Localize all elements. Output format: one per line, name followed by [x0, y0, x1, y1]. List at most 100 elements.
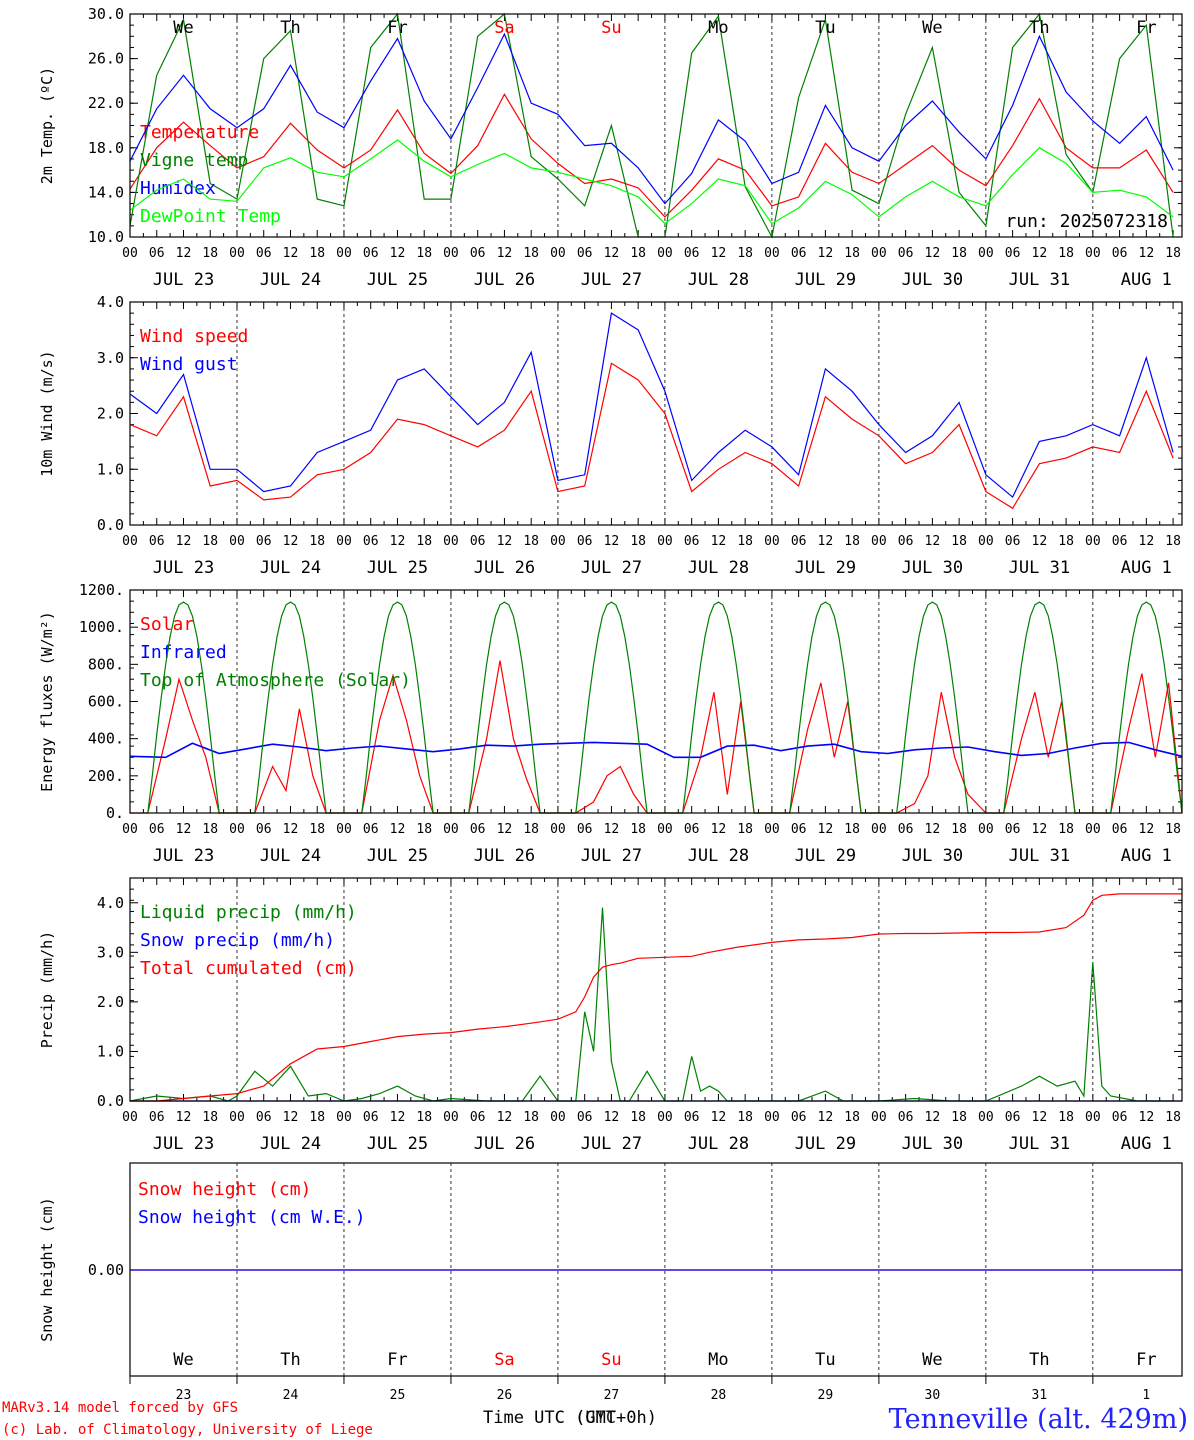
x-hour-label: 12: [390, 534, 406, 549]
y-tick-label: 4.0: [97, 293, 124, 311]
x-hour-label: 06: [1005, 534, 1021, 549]
y-axis-label: 2m Temp. (ºC): [38, 67, 56, 184]
x-date-label: JUL 27: [581, 1134, 642, 1154]
x-hour-label: 18: [523, 1110, 539, 1125]
x-hour-label: 12: [497, 246, 513, 261]
x-hour-label: 18: [523, 534, 539, 549]
x-hour-label: 06: [1005, 822, 1021, 837]
x-hour-label: 00: [978, 246, 994, 261]
x-hour-label: 00: [978, 534, 994, 549]
x-date-label: JUL 31: [1009, 846, 1070, 866]
x-date-label: JUL 28: [688, 270, 749, 290]
x-hour-label: 18: [630, 1110, 646, 1125]
x-date-label: JUL 24: [260, 558, 321, 578]
x-hour-label: 18: [309, 1110, 325, 1125]
x-hour-label: 18: [1058, 1110, 1074, 1125]
y-tick-label: 22.0: [88, 94, 124, 112]
x-hour-label: 18: [737, 534, 753, 549]
legend-entry: Liquid precip (mm/h): [140, 902, 357, 923]
x-hour-label: 18: [1058, 822, 1074, 837]
x-date-label: JUL 27: [581, 270, 642, 290]
x-hour-label: 18: [416, 534, 432, 549]
x-hour-label: 12: [604, 822, 620, 837]
y-axis-label: Snow height (cm): [38, 1197, 56, 1342]
y-tick-label: 1000.: [79, 618, 124, 636]
legend-entry: Temperature: [140, 122, 259, 143]
x-hour-label: 18: [844, 822, 860, 837]
x-date-label: JUL 27: [581, 558, 642, 578]
x-hour-label: 18: [202, 246, 218, 261]
x-hour-label: 18: [844, 1110, 860, 1125]
x-hour-label: 00: [764, 822, 780, 837]
legend-entry: Vigne temp: [140, 150, 248, 171]
legend-entry: Infrared: [140, 642, 227, 663]
x-hour-label: 12: [925, 1110, 941, 1125]
x-hour-label: 00: [336, 1110, 352, 1125]
x-hour-label: 00: [871, 246, 887, 261]
y-axis-label: Precip (mm/h): [38, 931, 56, 1048]
x-day-number: 23: [176, 1388, 192, 1403]
x-date-label: JUL 28: [688, 1134, 749, 1154]
x-hour-label: 00: [764, 246, 780, 261]
x-hour-label: 06: [1005, 1110, 1021, 1125]
x-hour-label: 00: [1085, 534, 1101, 549]
x-hour-label: 12: [283, 534, 299, 549]
x-hour-label: 06: [791, 246, 807, 261]
day-name: Tu: [815, 1350, 835, 1370]
x-day-number: 29: [818, 1388, 834, 1403]
x-date-label: JUL 24: [260, 846, 321, 866]
x-hour-label: 12: [1139, 822, 1155, 837]
panel-3: 0. 200. 400. 600. 800. 1000. 1200. Energy fluxe…: [38, 581, 1183, 866]
x-date-label: JUL 25: [367, 846, 428, 866]
x-date-label: JUL 23: [153, 558, 214, 578]
x-hour-label: 12: [1139, 1110, 1155, 1125]
day-name: Th: [280, 18, 300, 38]
x-hour-label: 18: [1165, 246, 1181, 261]
y-tick-label: 26.0: [88, 50, 124, 68]
x-hour-label: 06: [256, 822, 272, 837]
day-name: Sa: [494, 1350, 514, 1370]
x-hour-label: 06: [791, 822, 807, 837]
x-hour-label: 06: [791, 1110, 807, 1125]
day-name: Mo: [708, 1350, 728, 1370]
legend-entry: Snow height (cm): [138, 1179, 311, 1200]
x-date-label: JUL 24: [260, 1134, 321, 1154]
y-tick-label: 0.: [106, 804, 124, 822]
station-name: Tenneville (alt. 429m): [889, 1404, 1188, 1435]
x-hour-label: 00: [122, 1110, 138, 1125]
footer-credit-model: MARv3.14 model forced by GFS: [2, 1400, 238, 1416]
x-hour-label: 18: [844, 534, 860, 549]
x-hour-label: 12: [711, 822, 727, 837]
x-hour-label: 18: [630, 534, 646, 549]
x-date-label: JUL 29: [795, 1134, 856, 1154]
legend-entry: DewPoint Temp: [140, 206, 281, 227]
day-name: Th: [1029, 18, 1049, 38]
series-line: [129, 741, 1183, 759]
x-hour-label: 00: [122, 822, 138, 837]
x-hour-label: 06: [1112, 822, 1128, 837]
x-hour-label: 12: [1139, 246, 1155, 261]
x-hour-label: 06: [577, 534, 593, 549]
x-date-label: AUG 1: [1121, 558, 1172, 578]
x-day-number: 27: [604, 1388, 620, 1403]
x-date-label: JUL 29: [795, 558, 856, 578]
x-hour-label: 18: [737, 246, 753, 261]
series-line: [129, 312, 1174, 499]
x-hour-label: 06: [256, 1110, 272, 1125]
x-hour-label: 06: [684, 534, 700, 549]
x-hour-label: 00: [336, 534, 352, 549]
x-date-label: JUL 26: [474, 1134, 535, 1154]
x-hour-label: 00: [229, 822, 245, 837]
day-name: Tu: [815, 18, 835, 38]
x-hour-label: 12: [176, 822, 192, 837]
run-label: run: 2025072318: [1005, 211, 1168, 232]
x-date-label: JUL 25: [367, 270, 428, 290]
x-day-number: 28: [711, 1388, 727, 1403]
x-hour-label: 12: [1032, 822, 1048, 837]
day-name: Th: [1029, 1350, 1049, 1370]
x-hour-label: 12: [176, 1110, 192, 1125]
day-name: We: [922, 18, 942, 38]
y-tick-label: 3.0: [97, 349, 124, 367]
x-hour-label: 12: [818, 822, 834, 837]
x-date-label: JUL 31: [1009, 270, 1070, 290]
